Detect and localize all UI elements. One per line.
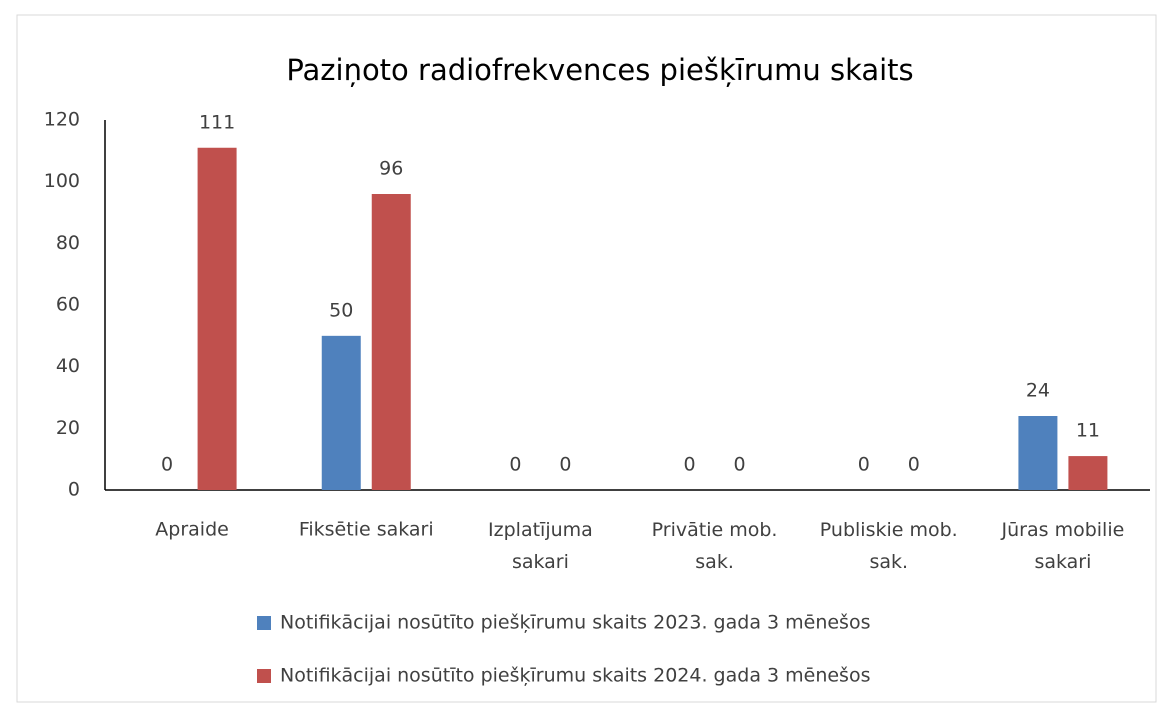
data-label: 0 — [734, 454, 746, 476]
data-label: 0 — [908, 454, 920, 476]
data-label: 50 — [329, 299, 353, 321]
x-tick-label: Privātie mob. sak. — [652, 519, 778, 573]
x-tick-label-line: sakari — [1034, 551, 1091, 573]
x-tick-label-line: Privātie mob. — [652, 519, 778, 541]
x-tick-label-line: Jūras mobilie — [1001, 519, 1125, 541]
legend-swatch — [257, 669, 271, 683]
x-tick-label: Publiskie mob. sak. — [820, 519, 958, 573]
x-tick-label-line: sakari — [512, 551, 569, 573]
y-tick-label: 20 — [56, 417, 80, 439]
y-tick-label: 0 — [68, 479, 80, 501]
bar — [321, 335, 361, 490]
legend-label: Notifikācijai nosūtīto piešķīrumu skaits… — [280, 665, 870, 687]
y-tick-label: 80 — [56, 232, 80, 254]
x-tick-label-line: Izplatījuma — [488, 519, 593, 541]
data-label: 0 — [858, 454, 870, 476]
legend-swatch — [257, 616, 271, 630]
data-label: 0 — [684, 454, 696, 476]
data-label: 0 — [161, 454, 173, 476]
legend-label: Notifikācijai nosūtīto piešķīrumu skaits… — [280, 612, 870, 634]
bar — [371, 194, 411, 490]
x-tick-label: Apraide — [155, 519, 229, 541]
x-tick-label: Jūras mobilie sakari — [1001, 519, 1125, 573]
bar — [1018, 416, 1058, 490]
data-label: 111 — [199, 111, 235, 133]
data-label: 0 — [559, 454, 571, 476]
x-tick-label: Izplatījuma sakari — [488, 519, 593, 573]
bar — [1068, 456, 1108, 490]
y-tick-label: 100 — [44, 170, 80, 192]
data-label: 24 — [1026, 380, 1050, 402]
x-tick-label-line: sak. — [869, 551, 908, 573]
data-label: 0 — [509, 454, 521, 476]
x-tick-label-line: sak. — [695, 551, 734, 573]
bar — [197, 147, 237, 490]
y-tick-label: 60 — [56, 294, 80, 316]
x-tick-label-line: Publiskie mob. — [820, 519, 958, 541]
data-label: 96 — [379, 158, 403, 180]
chart-frame — [16, 14, 1157, 703]
x-tick-label: Fiksētie sakari — [299, 519, 434, 541]
y-tick-label: 120 — [44, 109, 80, 131]
y-tick-label: 40 — [56, 355, 80, 377]
data-label: 11 — [1076, 420, 1100, 442]
chart-title: Paziņoto radiofrekvences piešķīrumu skai… — [286, 53, 913, 87]
